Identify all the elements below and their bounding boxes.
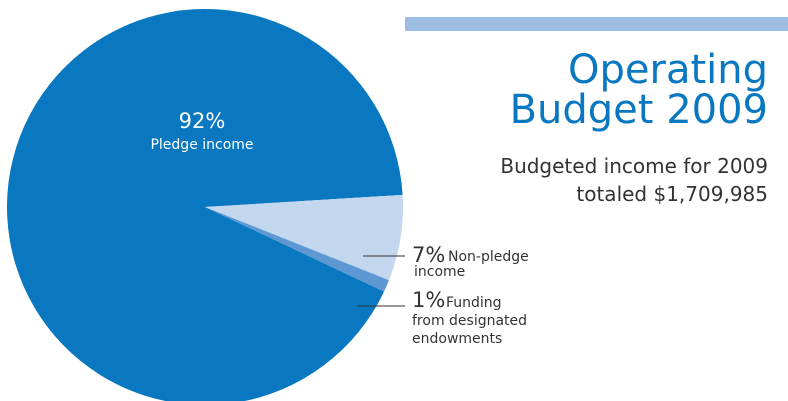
non-pledge-income-name-label: Non-pledge <box>448 249 529 265</box>
subtitle: Budgeted income for 2009 totaled $1,709,… <box>500 152 768 208</box>
non-pledge-income-pct-label: 7% <box>412 243 445 267</box>
designated-endowments-name-label: endowments <box>412 331 502 347</box>
subtitle-line-1: Budgeted income for 2009 <box>500 154 768 178</box>
title-line-1: Operating <box>568 47 768 93</box>
subtitle-line-2: totaled $1,709,985 <box>576 182 768 206</box>
slice-non-pledge-income <box>205 194 403 281</box>
slice-pledge-income <box>7 9 403 401</box>
page-title: Operating Budget 2009 <box>510 50 768 130</box>
accent-bar <box>405 17 788 31</box>
designated-endowments-name-label: from designated <box>412 313 527 329</box>
designated-endowments-name-label: Funding <box>446 295 502 311</box>
pledge-income-pct-label: 92% <box>179 109 226 133</box>
pledge-income-name-label: Pledge income <box>150 137 253 153</box>
non-pledge-income-name-label: income <box>414 264 465 280</box>
slice-designated-endowments <box>205 207 389 292</box>
title-line-2: Budget 2009 <box>509 87 768 133</box>
designated-endowments-pct-label: 1% <box>412 288 445 312</box>
